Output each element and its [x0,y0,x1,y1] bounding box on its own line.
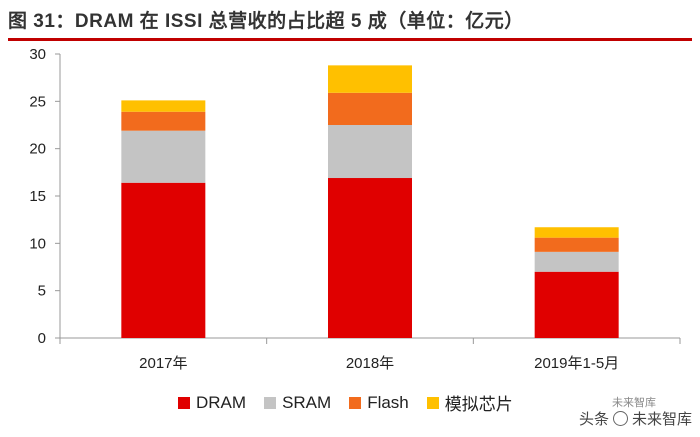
chart-legend: DRAM SRAM Flash 模拟芯片 [178,390,513,415]
bar-segment-flash-0 [121,111,206,131]
title-rule [8,38,692,41]
legend-item-dram: DRAM [178,390,246,415]
bar-segment-sram-0 [121,130,206,183]
bar-segment-sram-2 [534,251,619,272]
y-tick-label: 30 [29,46,46,63]
bar-segment-sram-1 [328,125,412,179]
x-category-label: 2018年 [346,355,394,372]
bar-segment-dram-2 [534,271,619,338]
y-tick-label: 25 [29,93,46,110]
y-tick-label: 0 [38,330,46,347]
watermark-logo-icon [612,411,628,426]
bar-segment--0 [121,100,206,112]
legend-label-dram: DRAM [196,392,247,412]
bar-segment-flash-1 [328,92,412,125]
watermark-prefix: 头条 [578,411,609,428]
legend-item-flash: Flash [349,390,409,415]
figure-title: 图 31：DRAM 在 ISSI 总营收的占比超 5 成（单位：亿元） [8,11,524,32]
watermark: 头条 未来智库 [579,408,692,429]
y-tick-label: 20 [29,141,46,158]
bar-segment-dram-0 [121,182,206,338]
legend-label-sram: SRAM [282,392,332,412]
x-category-label: 2017年 [139,355,187,372]
legend-swatch-dram [178,396,190,409]
legend-item-sram: SRAM [264,390,331,415]
bar-segment--2 [534,227,619,238]
y-tick-label: 15 [29,188,46,205]
bar-segment-flash-2 [534,237,619,252]
watermark-name: 未来智库 [631,411,692,428]
bar-segment-dram-1 [328,178,412,338]
legend-item-analog-chip: 模拟芯片 [426,390,513,415]
y-tick-label: 5 [38,283,46,300]
legend-swatch-flash [349,396,362,409]
legend-label-flash: Flash [367,392,409,412]
legend-label-analog-chip: 模拟芯片 [444,395,513,414]
legend-swatch-analog-chip [426,396,439,409]
watermark-source: 未来智库 [612,397,656,409]
y-tick-label: 10 [29,235,46,252]
bar-segment--1 [328,65,412,93]
legend-swatch-sram [264,396,277,409]
x-category-label: 2019年1-5月 [534,355,619,372]
